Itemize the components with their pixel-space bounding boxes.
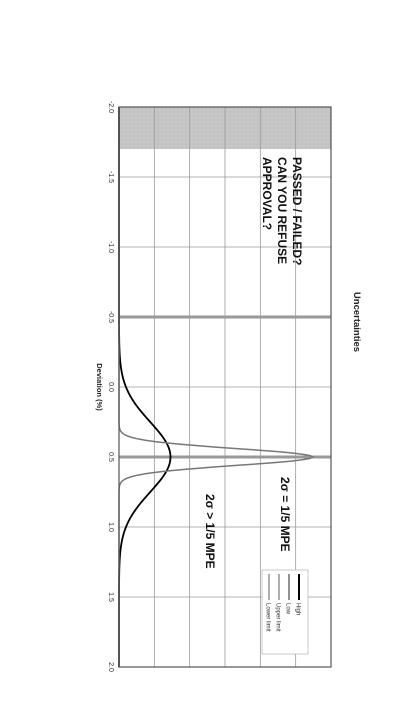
question-annotation: PASSED / FAILED? CAN YOU REFUSE APPROVAL… (260, 157, 304, 265)
legend-label: Upper limit (275, 603, 281, 632)
x-tick-label: -1.0 (107, 241, 114, 253)
annotation-line: PASSED / FAILED? (290, 157, 304, 265)
plot-frame (118, 106, 332, 668)
x-tick-label: 0.0 (107, 382, 114, 392)
x-tick-label: -0.5 (107, 311, 114, 323)
legend-label: Lower limit (265, 603, 271, 632)
narrow-sigma-label: 2σ = 1/5 MPE (278, 477, 292, 552)
x-axis-label: Deviation (%) (95, 363, 104, 411)
x-tick-label: 1.0 (107, 522, 114, 532)
legend-label: Low (285, 603, 291, 615)
legend: High Low Upper limit Lower limit (261, 569, 309, 655)
x-tick-label: -1.5 (107, 171, 114, 183)
x-tick-label: 1.5 (107, 592, 114, 602)
annotation-line: CAN YOU REFUSE (275, 157, 289, 264)
chart-title: Uncertainties (351, 292, 362, 352)
wide-sigma-label: 2σ > 1/5 MPE (203, 494, 217, 569)
annotation-line: APPROVAL? (260, 157, 274, 230)
x-tick-label: -2.0 (107, 101, 114, 113)
x-tick-label: 2.0 (107, 662, 114, 672)
legend-label: High (295, 603, 301, 615)
x-tick-label: 0.5 (107, 452, 114, 462)
